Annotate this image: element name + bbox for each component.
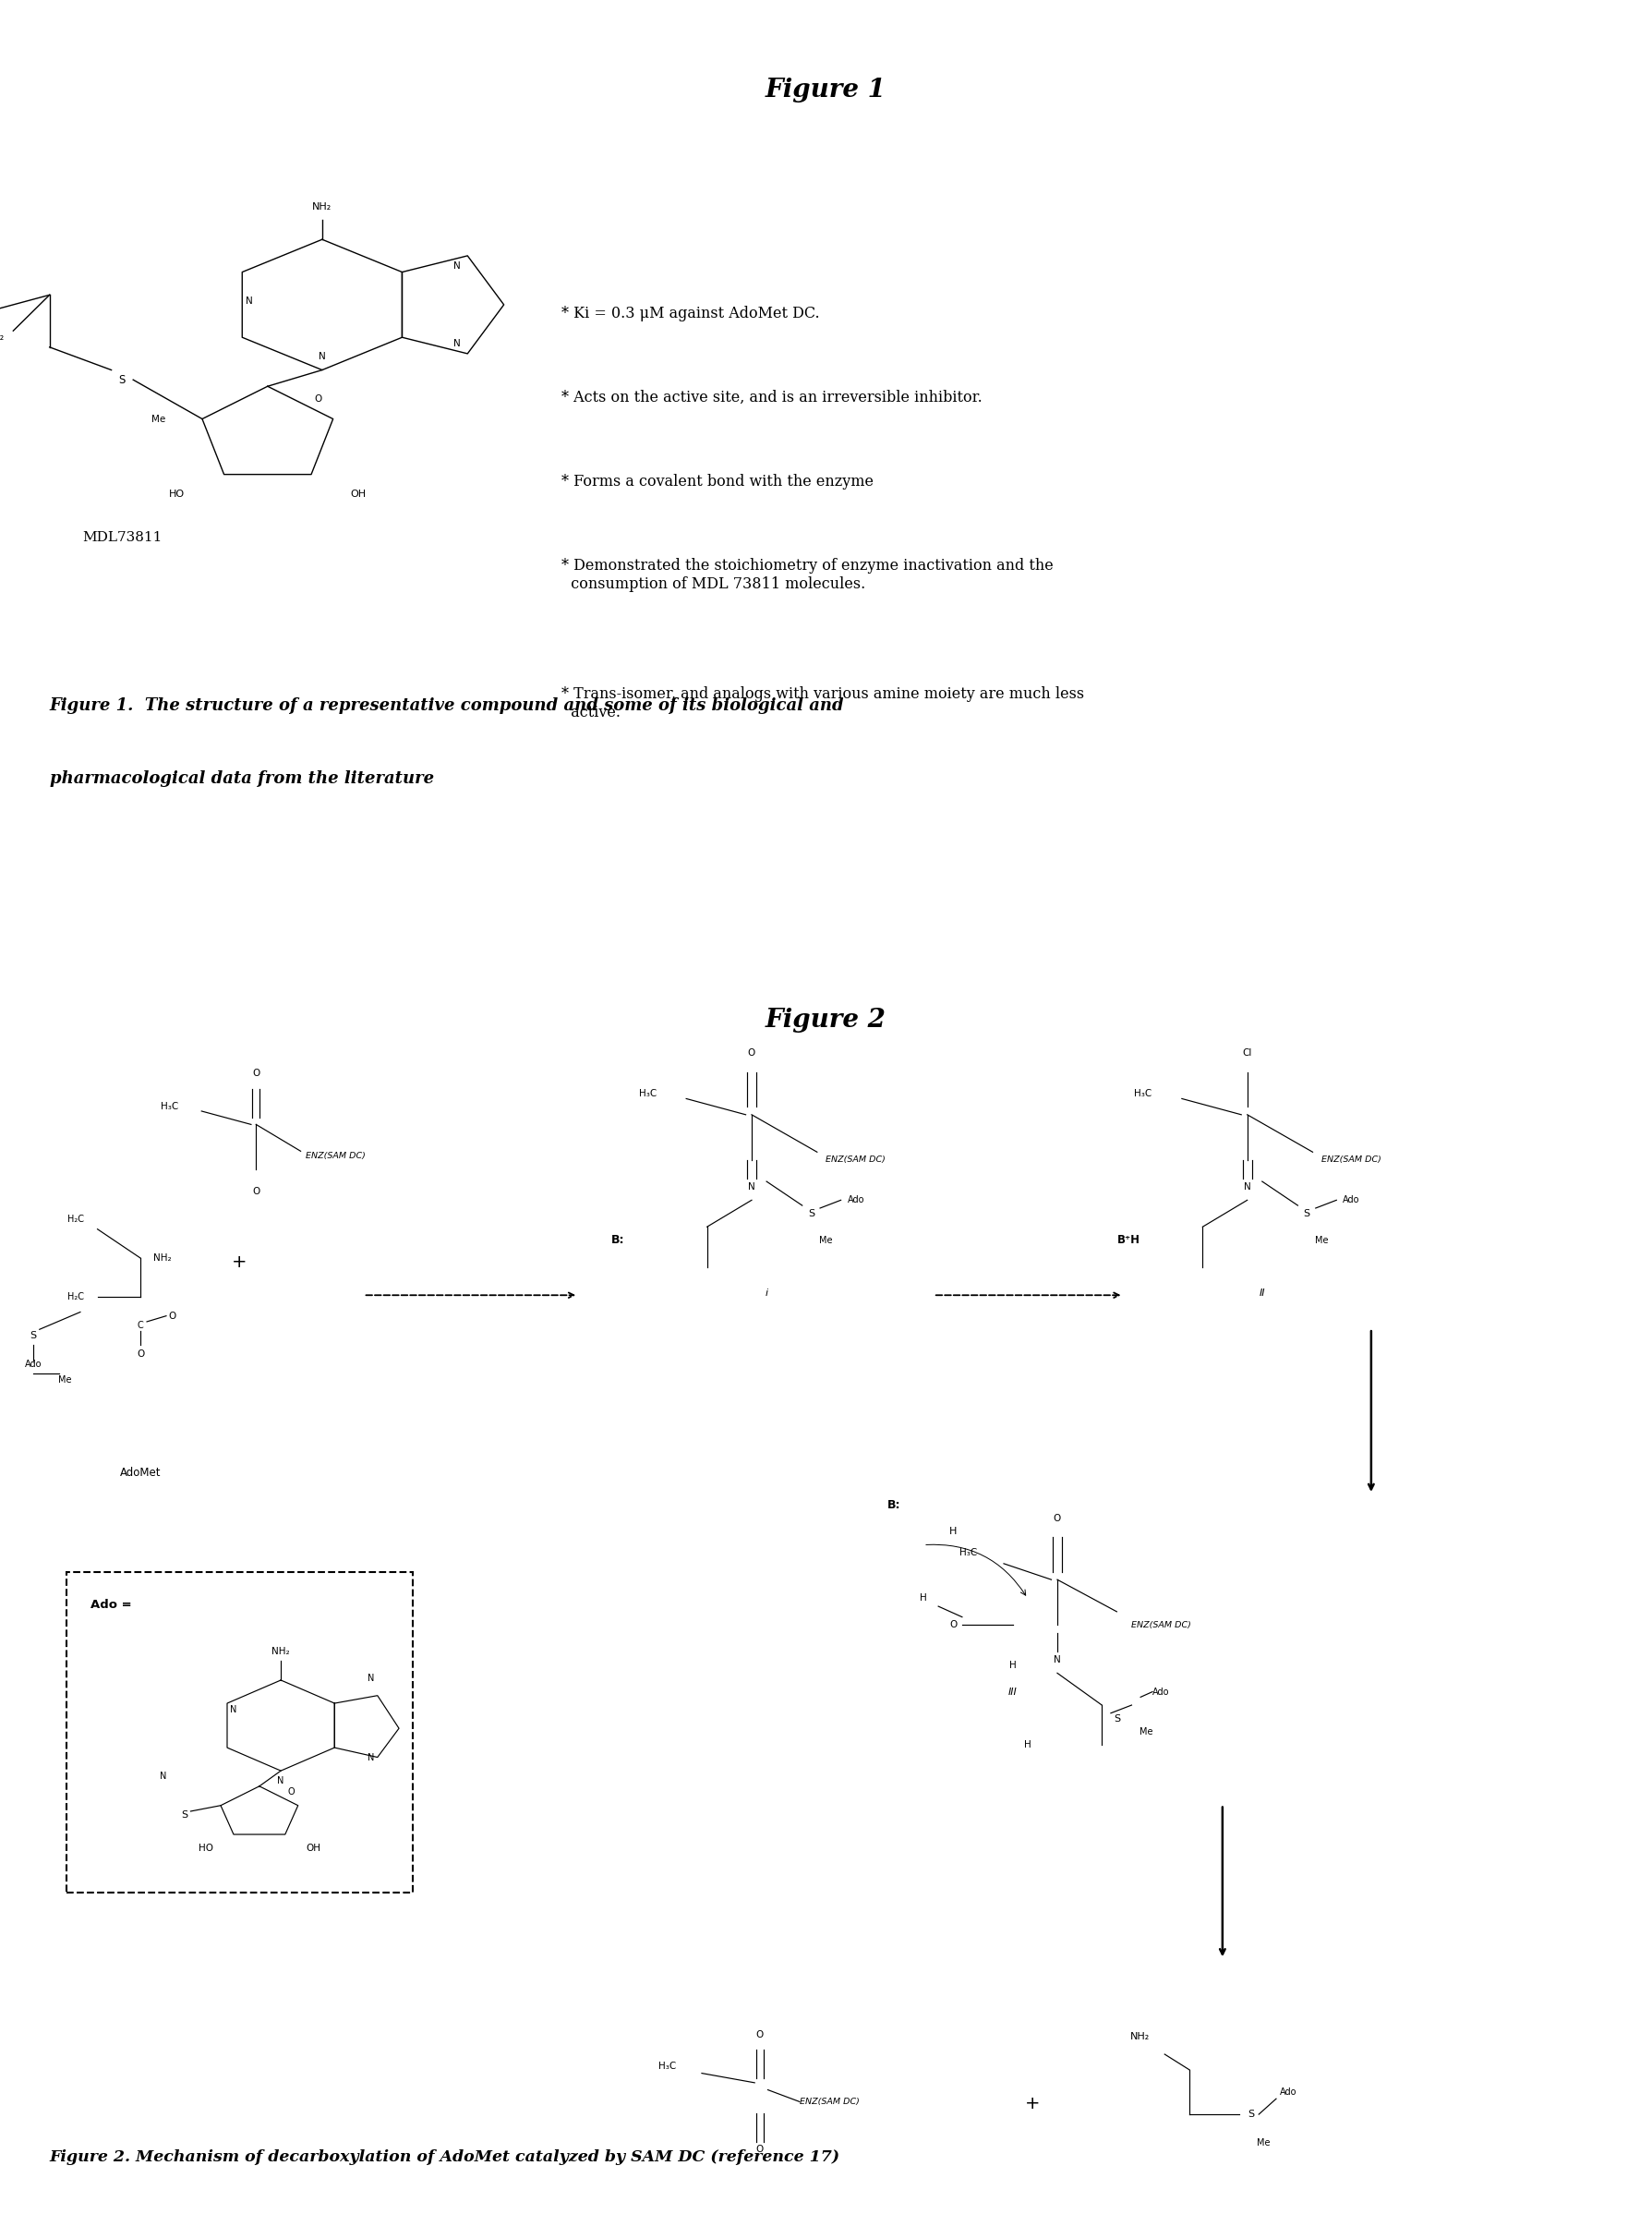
- Text: * Acts on the active site, and is an irreversible inhibitor.: * Acts on the active site, and is an irr…: [562, 390, 983, 405]
- Text: N: N: [453, 339, 461, 348]
- Text: O: O: [314, 394, 322, 403]
- Text: * Forms a covalent bond with the enzyme: * Forms a covalent bond with the enzyme: [562, 474, 874, 489]
- Text: B:: B:: [611, 1233, 624, 1246]
- Text: C: C: [137, 1322, 144, 1331]
- Text: S: S: [1249, 2110, 1254, 2119]
- Text: N: N: [159, 1771, 167, 1782]
- Text: N: N: [1244, 1182, 1251, 1191]
- Text: III: III: [1008, 1687, 1018, 1696]
- Text: ENZ(SAM DC): ENZ(SAM DC): [1132, 1621, 1191, 1630]
- Text: N: N: [246, 297, 253, 306]
- Text: Figure 1.  The structure of a representative compound and some of its biological: Figure 1. The structure of a representat…: [50, 697, 844, 715]
- Text: pharmacological data from the literature: pharmacological data from the literature: [50, 770, 434, 788]
- Text: HO: HO: [169, 489, 185, 498]
- Text: MDL73811: MDL73811: [83, 531, 162, 545]
- Text: S: S: [30, 1331, 36, 1339]
- Text: * Ki = 0.3 μM against AdoMet DC.: * Ki = 0.3 μM against AdoMet DC.: [562, 306, 819, 321]
- Text: S: S: [808, 1209, 814, 1218]
- Text: +: +: [1024, 2094, 1041, 2112]
- Text: H₂C: H₂C: [68, 1215, 84, 1224]
- Text: O: O: [287, 1787, 296, 1796]
- Text: NH₂: NH₂: [273, 1647, 289, 1656]
- Text: Me: Me: [1315, 1235, 1328, 1244]
- Text: H: H: [1009, 1660, 1016, 1669]
- Text: Figure 2: Figure 2: [765, 1007, 887, 1032]
- Text: Me: Me: [1257, 2139, 1270, 2148]
- Text: Me: Me: [1140, 1727, 1153, 1736]
- Text: B:: B:: [887, 1499, 900, 1510]
- Text: N: N: [453, 261, 461, 270]
- Text: N: N: [748, 1182, 755, 1191]
- Text: ENZ(SAM DC): ENZ(SAM DC): [306, 1151, 365, 1160]
- Text: O: O: [748, 1049, 755, 1058]
- Text: O: O: [253, 1069, 259, 1078]
- Text: ENZ(SAM DC): ENZ(SAM DC): [826, 1156, 885, 1165]
- Text: Ado: Ado: [1153, 1687, 1170, 1696]
- Text: N: N: [278, 1776, 284, 1784]
- Text: O: O: [137, 1351, 144, 1359]
- Text: N: N: [319, 352, 325, 361]
- Text: HO: HO: [198, 1844, 213, 1853]
- Text: * Demonstrated the stoichiometry of enzyme inactivation and the
  consumption of: * Demonstrated the stoichiometry of enzy…: [562, 558, 1054, 591]
- Text: S: S: [182, 1811, 187, 1820]
- Text: O: O: [1054, 1514, 1061, 1523]
- Text: N: N: [1054, 1656, 1061, 1665]
- Text: AdoMet: AdoMet: [121, 1466, 160, 1479]
- Text: S: S: [119, 374, 126, 385]
- Text: H: H: [920, 1594, 927, 1603]
- Text: H: H: [950, 1528, 957, 1537]
- Text: H: H: [1024, 1740, 1031, 1749]
- Text: Figure 2. Mechanism of decarboxylation of AdoMet catalyzed by SAM DC (reference : Figure 2. Mechanism of decarboxylation o…: [50, 2150, 841, 2165]
- Text: Ado: Ado: [1280, 2088, 1297, 2097]
- Text: i: i: [765, 1289, 768, 1297]
- Text: H₃C: H₃C: [1135, 1089, 1151, 1098]
- Text: O: O: [253, 1187, 259, 1196]
- Text: O: O: [757, 2030, 763, 2039]
- Text: N: N: [230, 1705, 236, 1714]
- Text: H₃C: H₃C: [960, 1548, 976, 1556]
- Text: NH₂: NH₂: [154, 1253, 170, 1262]
- Text: OH: OH: [306, 1844, 320, 1853]
- Text: OH: OH: [350, 489, 367, 498]
- Text: ENZ(SAM DC): ENZ(SAM DC): [1322, 1156, 1381, 1165]
- Text: Ado: Ado: [25, 1359, 41, 1368]
- Bar: [66, 1572, 413, 1893]
- Text: O: O: [950, 1621, 957, 1630]
- Text: H₂C: H₂C: [68, 1293, 84, 1302]
- Text: Me: Me: [819, 1235, 833, 1244]
- Text: O: O: [169, 1311, 177, 1320]
- Text: N: N: [368, 1674, 375, 1683]
- Text: NH₂: NH₂: [312, 201, 332, 210]
- Text: H₃C: H₃C: [659, 2061, 676, 2070]
- Text: S: S: [1303, 1209, 1310, 1218]
- Text: Me: Me: [58, 1375, 73, 1384]
- Text: Me: Me: [152, 414, 165, 423]
- Text: NH₂: NH₂: [0, 332, 5, 341]
- Text: B⁺H: B⁺H: [1117, 1233, 1140, 1246]
- Text: Ado: Ado: [1343, 1196, 1360, 1204]
- Text: II: II: [1259, 1289, 1265, 1297]
- Text: NH₂: NH₂: [1130, 2032, 1150, 2041]
- Text: Cl: Cl: [1242, 1049, 1252, 1058]
- Text: H₃C: H₃C: [160, 1103, 178, 1111]
- Text: H₃C: H₃C: [639, 1089, 656, 1098]
- Text: O: O: [757, 2145, 763, 2154]
- Text: Ado =: Ado =: [91, 1599, 132, 1610]
- Text: Ado: Ado: [847, 1196, 864, 1204]
- Text: ENZ(SAM DC): ENZ(SAM DC): [800, 2097, 859, 2106]
- Text: +: +: [231, 1253, 248, 1271]
- Text: N: N: [368, 1753, 375, 1762]
- Text: * Trans-isomer, and analogs with various amine moiety are much less
  active.: * Trans-isomer, and analogs with various…: [562, 686, 1084, 720]
- Text: Figure 1: Figure 1: [765, 77, 887, 102]
- Text: S: S: [1113, 1714, 1120, 1722]
